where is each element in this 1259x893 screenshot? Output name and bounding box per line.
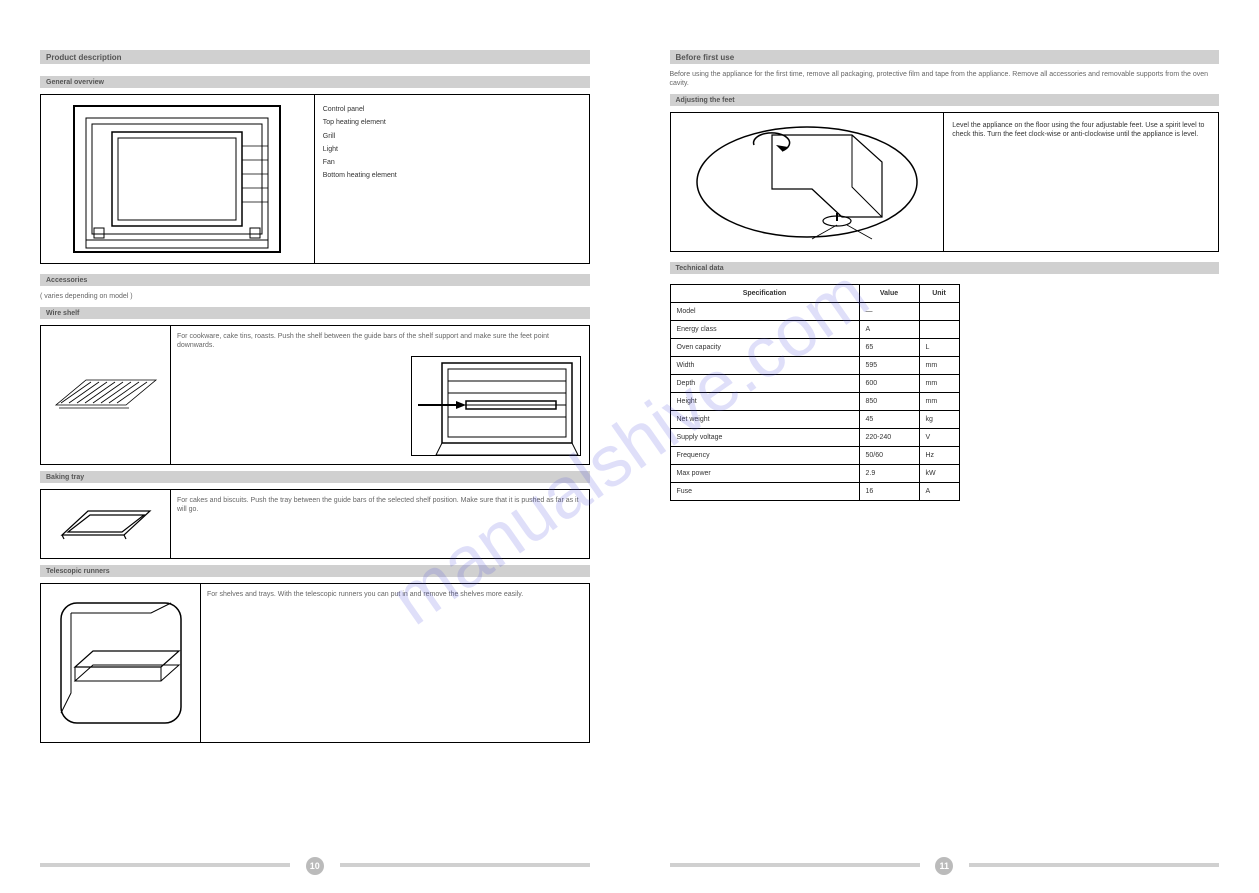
- table-cell: kg: [919, 411, 959, 429]
- table-cell: Oven capacity: [670, 339, 859, 357]
- leveling-foot-illustration: [682, 117, 932, 247]
- table-cell: Depth: [670, 375, 859, 393]
- leveling-text: Level the appliance on the floor using t…: [944, 113, 1218, 251]
- table-cell: Height: [670, 393, 859, 411]
- accessory-title: Baking tray: [40, 471, 590, 483]
- accessory-row: For cakes and biscuits. Push the tray be…: [40, 489, 590, 559]
- table-cell: kW: [919, 465, 959, 483]
- shelf-insert-illustration: [412, 357, 582, 457]
- table-row: Net weight45kg: [670, 411, 959, 429]
- table-header: Specification: [670, 285, 859, 303]
- accessories-intro: ( varies depending on model ): [40, 292, 590, 301]
- table-cell: Frequency: [670, 447, 859, 465]
- table-cell: A: [919, 483, 959, 501]
- table-cell: Hz: [919, 447, 959, 465]
- table-cell: [919, 321, 959, 339]
- accessory-title: Telescopic runners: [40, 565, 590, 577]
- table-row: Energy classA: [670, 321, 959, 339]
- overview-labels: Control panel Top heating element Grill …: [315, 95, 589, 263]
- table-cell: 50/60: [859, 447, 919, 465]
- overview-box: Control panel Top heating element Grill …: [40, 94, 590, 264]
- subsection-header: Accessories: [40, 274, 590, 286]
- table-cell: 595: [859, 357, 919, 375]
- table-cell: 2.9: [859, 465, 919, 483]
- leveling-box: Level the appliance on the floor using t…: [670, 112, 1220, 252]
- table-cell: Width: [670, 357, 859, 375]
- table-cell: mm: [919, 357, 959, 375]
- table-row: Height850mm: [670, 393, 959, 411]
- table-cell: Fuse: [670, 483, 859, 501]
- page-left: Product description General overview: [0, 0, 630, 893]
- page-right: Before first use Before using the applia…: [630, 0, 1259, 893]
- wire-shelf-icon: [51, 365, 161, 425]
- table-header-row: Specification Value Unit: [670, 285, 959, 303]
- table-cell: V: [919, 429, 959, 447]
- subsection-header: Adjusting the feet: [670, 94, 1220, 106]
- table-cell: mm: [919, 375, 959, 393]
- page-number: 10: [306, 857, 324, 875]
- table-row: Supply voltage220-240V: [670, 429, 959, 447]
- page-number: 11: [935, 857, 953, 875]
- table-cell: 16: [859, 483, 919, 501]
- table-cell: Net weight: [670, 411, 859, 429]
- table-cell: Energy class: [670, 321, 859, 339]
- oven-front-illustration: [72, 104, 282, 254]
- table-cell: A: [859, 321, 919, 339]
- table-row: Frequency50/60Hz: [670, 447, 959, 465]
- section-header: Product description: [40, 50, 590, 64]
- accessory-desc: For shelves and trays. With the telescop…: [207, 591, 523, 598]
- table-cell: Supply voltage: [670, 429, 859, 447]
- accessory-desc: For cookware, cake tins, roasts. Push th…: [177, 333, 549, 349]
- baking-tray-icon: [56, 499, 156, 549]
- table-row: Depth600mm: [670, 375, 959, 393]
- table-cell: 65: [859, 339, 919, 357]
- table-header: Value: [859, 285, 919, 303]
- table-row: Fuse16A: [670, 483, 959, 501]
- table-header: Unit: [919, 285, 959, 303]
- table-row: Max power2.9kW: [670, 465, 959, 483]
- accessory-desc: For cakes and biscuits. Push the tray be…: [177, 497, 579, 513]
- telescopic-runner-illustration: [51, 593, 191, 733]
- table-cell: 600: [859, 375, 919, 393]
- table-cell: Model: [670, 303, 859, 321]
- table-cell: 850: [859, 393, 919, 411]
- table-row: Width595mm: [670, 357, 959, 375]
- spec-table: Specification Value Unit Model—Energy cl…: [670, 284, 960, 501]
- intro-text: Before using the appliance for the first…: [670, 70, 1220, 88]
- subsection-header: General overview: [40, 76, 590, 88]
- table-cell: 220-240: [859, 429, 919, 447]
- table-cell: L: [919, 339, 959, 357]
- subsection-header: Technical data: [670, 262, 1220, 274]
- section-header: Before first use: [670, 50, 1220, 64]
- table-cell: 45: [859, 411, 919, 429]
- table-cell: mm: [919, 393, 959, 411]
- table-cell: [919, 303, 959, 321]
- table-cell: Max power: [670, 465, 859, 483]
- accessory-row: For cookware, cake tins, roasts. Push th…: [40, 325, 590, 465]
- accessory-row: For shelves and trays. With the telescop…: [40, 583, 590, 743]
- table-row: Model—: [670, 303, 959, 321]
- accessory-title: Wire shelf: [40, 307, 590, 319]
- table-row: Oven capacity65L: [670, 339, 959, 357]
- table-cell: —: [859, 303, 919, 321]
